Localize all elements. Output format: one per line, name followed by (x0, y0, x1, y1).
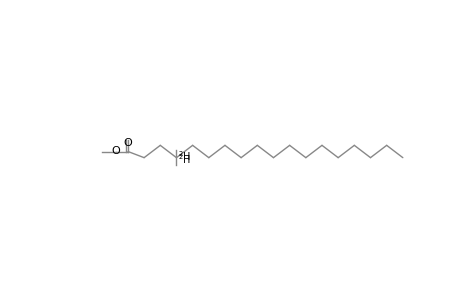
Text: $^{2}$H: $^{2}$H (177, 152, 190, 166)
Text: O: O (123, 138, 132, 148)
Text: $^{2}$H: $^{2}$H (177, 149, 190, 163)
Text: O: O (111, 146, 120, 157)
